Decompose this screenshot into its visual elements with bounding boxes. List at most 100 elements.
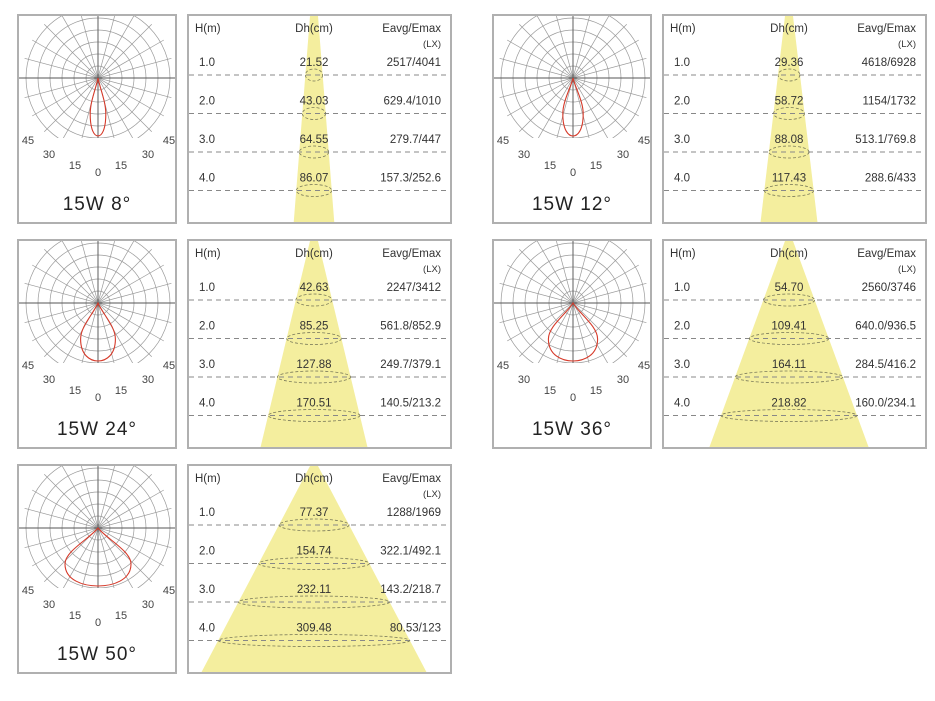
row-diameter: 164.11 — [772, 359, 806, 371]
angle-tick-label: 15 — [115, 610, 127, 622]
angle-tick-label: 45 — [638, 135, 650, 147]
angle-tick-label: 30 — [43, 599, 55, 611]
beam-table-12: H(m) Dh(cm) Eavg/Emax (LX) 1.0 29.36 4618/6928… — [662, 14, 927, 224]
model-label: 15W 50° — [56, 644, 138, 665]
polar-grid — [19, 241, 175, 363]
polar-chart-svg: 45 30 15 0 15 30 45 — [19, 16, 175, 179]
row-diameter: 109.41 — [771, 321, 806, 333]
angle-tick-label: 30 — [142, 149, 154, 161]
row-height: 2.0 — [199, 546, 215, 558]
column-header-h: H(m) — [195, 473, 221, 485]
angle-tick-label: 45 — [22, 585, 34, 597]
polar-grid — [494, 241, 650, 363]
column-header-unit: (LX) — [898, 264, 916, 275]
row-height: 1.0 — [674, 57, 690, 69]
polar-grid — [494, 16, 650, 138]
beam-ellipse — [748, 332, 830, 345]
row-illuminance: 2560/3746 — [862, 282, 916, 294]
row-diameter: 58.72 — [775, 96, 804, 108]
column-header-dh: Dh(cm) — [770, 248, 808, 260]
row-illuminance: 140.5/213.2 — [380, 398, 441, 410]
row-diameter: 232.11 — [297, 584, 331, 596]
row-height: 1.0 — [674, 282, 690, 294]
angle-tick-label: 30 — [617, 149, 629, 161]
angle-tick-label: 15 — [590, 385, 602, 397]
beam-table-8: H(m) Dh(cm) Eavg/Emax (LX) 1.0 21.52 2517/4041… — [187, 14, 452, 224]
row-illuminance: 143.2/218.7 — [380, 584, 441, 596]
row-diameter: 88.08 — [775, 134, 804, 146]
beam-ellipse — [276, 370, 352, 384]
row-height: 2.0 — [199, 321, 215, 333]
angle-tick-label: 15 — [115, 160, 127, 172]
polar-chart-svg: 45 30 15 0 15 30 45 — [494, 16, 650, 179]
row-illuminance: 249.7/379.1 — [380, 359, 441, 371]
column-header-dh: Dh(cm) — [770, 23, 808, 35]
row-height: 4.0 — [674, 398, 690, 410]
beam-ellipse — [304, 68, 324, 82]
row-illuminance: 513.1/769.8 — [855, 134, 916, 146]
column-header-h: H(m) — [195, 23, 221, 35]
beam-table-svg: H(m) Dh(cm) Eavg/Emax (LX) 1.0 77.37 1288/1969… — [189, 466, 450, 672]
beam-ellipse — [258, 557, 370, 570]
angle-tick-label: 30 — [142, 374, 154, 386]
beam-ellipse — [773, 107, 805, 120]
polar-diagram-36: 45 30 15 0 15 30 45 15W 36° — [492, 239, 652, 449]
row-illuminance: 157.3/252.6 — [380, 173, 441, 185]
row-illuminance: 561.8/852.9 — [380, 321, 441, 333]
row-diameter: 309.48 — [296, 623, 331, 635]
row-illuminance: 1154/1732 — [862, 96, 916, 108]
row-illuminance: 279.7/447 — [390, 134, 441, 146]
row-height: 4.0 — [674, 173, 690, 185]
beam-ellipse — [301, 107, 327, 120]
row-height: 3.0 — [674, 134, 690, 146]
beam-ellipse — [267, 409, 361, 422]
row-diameter: 154.74 — [296, 546, 332, 558]
angle-tick-label: 45 — [638, 360, 650, 372]
polar-diagram-8: 45 30 15 0 15 30 45 15W 8° — [17, 14, 177, 224]
angle-tick-label: 45 — [22, 360, 34, 372]
beam-table-24: H(m) Dh(cm) Eavg/Emax (LX) 1.0 42.63 2247/3412… — [187, 239, 452, 449]
row-diameter: 64.55 — [300, 134, 329, 146]
row-height: 4.0 — [199, 623, 215, 635]
light-cone — [201, 466, 427, 672]
polar-grid — [19, 466, 175, 588]
angle-tick-label: 15 — [69, 160, 81, 172]
beam-ellipse — [238, 595, 390, 609]
row-diameter: 77.37 — [300, 507, 329, 519]
angle-tick-label: 45 — [497, 360, 509, 372]
row-height: 1.0 — [199, 282, 215, 294]
beam-ellipse — [295, 293, 333, 307]
row-illuminance: 288.6/433 — [865, 173, 916, 185]
row-height: 3.0 — [674, 359, 690, 371]
row-height: 4.0 — [199, 173, 215, 185]
row-diameter: 127.88 — [296, 359, 331, 371]
polar-diagram-12: 45 30 15 0 15 30 45 15W 12° — [492, 14, 652, 224]
row-diameter: 29.36 — [775, 57, 804, 69]
beam-ellipse — [762, 293, 816, 307]
row-height: 2.0 — [674, 321, 690, 333]
angle-tick-label: 0 — [95, 392, 101, 404]
row-illuminance: 322.1/492.1 — [380, 546, 441, 558]
row-diameter: 42.63 — [300, 282, 329, 294]
row-illuminance: 2517/4041 — [387, 57, 441, 69]
beam-table-svg: H(m) Dh(cm) Eavg/Emax (LX) 1.0 42.63 2247/3412… — [189, 241, 450, 447]
model-label: 15W 12° — [531, 194, 613, 215]
intensity-curve — [89, 77, 107, 137]
beam-ellipse — [734, 370, 844, 384]
beam-ellipse — [777, 68, 801, 82]
row-diameter: 218.82 — [771, 398, 806, 410]
row-illuminance: 629.4/1010 — [383, 96, 441, 108]
column-header-unit: (LX) — [423, 264, 441, 275]
row-diameter: 85.25 — [300, 321, 329, 333]
beam-table-36: H(m) Dh(cm) Eavg/Emax (LX) 1.0 54.70 2560/3746… — [662, 239, 927, 449]
column-header-dh: Dh(cm) — [295, 473, 333, 485]
model-label: 15W 24° — [56, 419, 138, 440]
column-header-e: Eavg/Emax — [382, 248, 441, 260]
angle-tick-label: 45 — [497, 135, 509, 147]
beam-table-50: H(m) Dh(cm) Eavg/Emax (LX) 1.0 77.37 1288/1969… — [187, 464, 452, 674]
angle-tick-label: 0 — [570, 167, 576, 179]
angle-tick-label: 15 — [115, 385, 127, 397]
angle-tick-label: 15 — [544, 385, 556, 397]
column-header-h: H(m) — [670, 23, 696, 35]
row-illuminance: 80.53/123 — [390, 623, 441, 635]
